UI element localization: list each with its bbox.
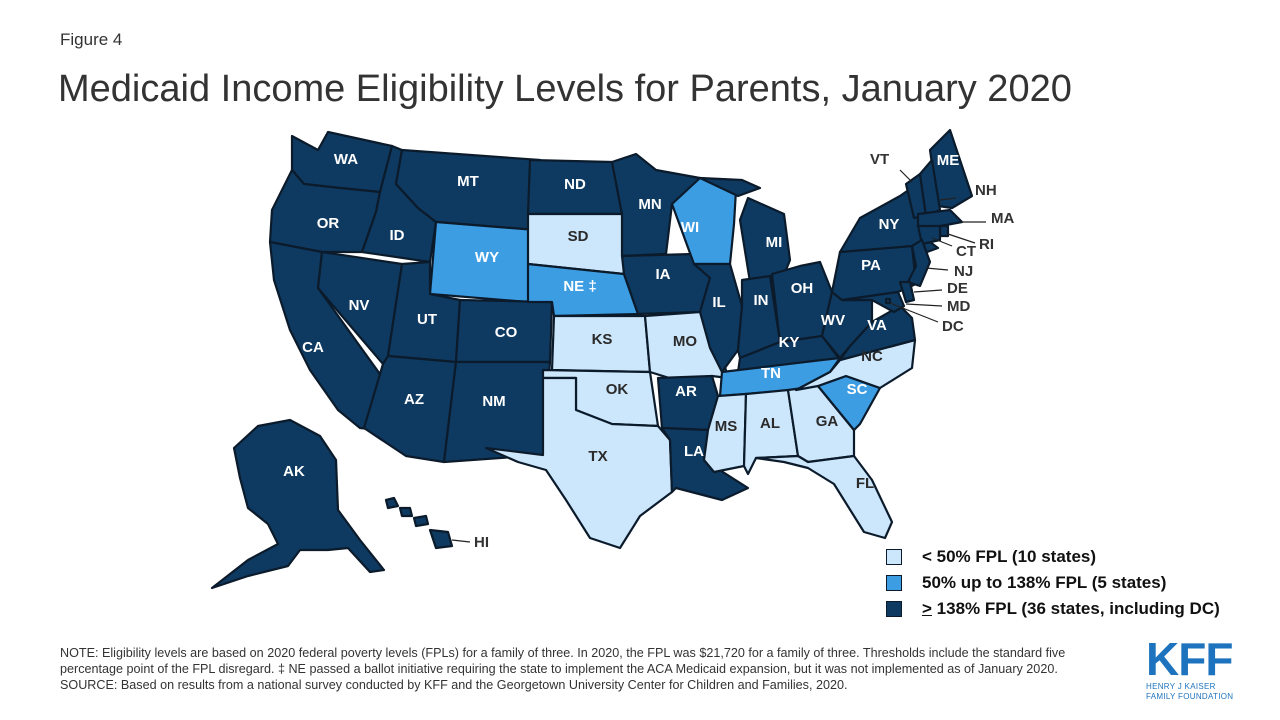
legend-item-mid: 50% up to 138% FPL (5 states) (886, 570, 1220, 596)
state-label-ok: OK (606, 381, 629, 398)
logo-line-2: FAMILY FOUNDATION (1146, 692, 1234, 701)
state-label-ne: NE ‡ (563, 278, 596, 295)
state-label-in: IN (754, 292, 769, 309)
state-label-ca: CA (302, 339, 324, 356)
legend-gte-symbol: > (922, 599, 932, 618)
legend-swatch-high (886, 601, 902, 617)
legend-label-low: < 50% FPL (10 states) (922, 547, 1097, 566)
state-label-sd: SD (568, 228, 589, 245)
state-label-mo: MO (673, 333, 697, 350)
state-label-nm: NM (482, 393, 505, 410)
state-label-nv: NV (349, 297, 370, 314)
state-nj (906, 238, 932, 288)
state-label-id: ID (390, 227, 405, 244)
leader-line-nj (925, 267, 949, 271)
state-label-ma: MA (991, 210, 1014, 227)
leader-line-ri (947, 233, 976, 244)
state-label-hi: HI (474, 534, 489, 551)
figure-label: Figure 4 (60, 30, 123, 49)
state-label-nd: ND (564, 176, 586, 193)
state-label-ny: NY (879, 216, 900, 233)
state-label-az: AZ (404, 391, 424, 408)
state-label-nj: NJ (954, 263, 973, 280)
source-text: SOURCE: Based on results from a national… (60, 678, 848, 692)
state-ak (210, 418, 386, 590)
logo-line-1: HENRY J KAISER (1146, 682, 1216, 691)
state-label-co: CO (495, 324, 518, 341)
state-label-ar: AR (675, 383, 697, 400)
state-label-wa: WA (334, 151, 358, 168)
legend-label-high: > 138% FPL (36 states, including DC) (922, 599, 1220, 619)
legend-label-mid: 50% up to 138% FPL (5 states) (922, 573, 1167, 592)
legend-item-high: > 138% FPL (36 states, including DC) (886, 596, 1220, 622)
state-nh (918, 158, 942, 218)
legend: < 50% FPL (10 states) 50% up to 138% FPL… (886, 544, 1220, 622)
footnotes: NOTE: Eligibility levels are based on 20… (60, 645, 1120, 693)
state-label-il: IL (712, 294, 725, 311)
state-label-or: OR (317, 215, 340, 232)
state-label-md: MD (947, 298, 970, 315)
state-label-dc: DC (942, 318, 964, 335)
state-label-mi: MI (766, 234, 783, 251)
state-label-sc: SC (847, 381, 868, 398)
state-label-de: DE (947, 280, 968, 297)
state-label-al: AL (760, 415, 780, 432)
state-label-pa: PA (861, 257, 881, 274)
legend-swatch-low (886, 549, 902, 565)
leader-line-de (913, 289, 943, 293)
state-tx (484, 376, 674, 550)
state-md (840, 290, 906, 314)
state-label-ri: RI (979, 236, 994, 253)
state-label-vt: VT (870, 151, 889, 168)
legend-item-low: < 50% FPL (10 states) (886, 544, 1220, 570)
state-label-tn: TN (761, 365, 781, 382)
state-label-mn: MN (638, 196, 661, 213)
state-nm (442, 360, 552, 464)
state-label-ut: UT (417, 311, 437, 328)
leader-line-dc (889, 302, 939, 323)
state-label-ms: MS (715, 418, 738, 435)
note-text: NOTE: Eligibility levels are based on 20… (60, 646, 1066, 676)
state-fl (754, 454, 894, 540)
chart-title: Medicaid Income Eligibility Levels for P… (58, 68, 1072, 110)
state-label-nh: NH (975, 182, 997, 199)
leader-line-hi (451, 539, 471, 543)
leader-line-nh (939, 197, 957, 201)
legend-label-high-text: 138% FPL (36 states, including DC) (931, 599, 1220, 618)
state-label-me: ME (937, 152, 960, 169)
state-label-ky: KY (779, 334, 800, 351)
leader-line-md (905, 303, 943, 307)
state-label-wi: WI (681, 219, 699, 236)
legend-swatch-mid (886, 575, 902, 591)
state-ri (938, 224, 950, 238)
state-label-mt: MT (457, 173, 479, 190)
state-label-ga: GA (816, 413, 839, 430)
state-label-ak: AK (283, 463, 305, 480)
state-label-wv: WV (821, 312, 845, 329)
state-label-ia: IA (656, 266, 671, 283)
state-label-nc: NC (861, 348, 883, 365)
kff-logo: KFF HENRY J KAISER FAMILY FOUNDATION (1146, 636, 1238, 702)
logo-mark: KFF (1146, 633, 1233, 685)
state-label-oh: OH (791, 280, 814, 297)
state-label-fl: FL (856, 475, 874, 492)
state-de (898, 280, 916, 304)
leader-line-vt (899, 169, 913, 183)
state-label-wy: WY (475, 249, 499, 266)
state-label-ks: KS (592, 331, 613, 348)
state-label-va: VA (867, 317, 887, 334)
state-dc (884, 297, 892, 305)
state-label-tx: TX (588, 448, 607, 465)
leader-line-ct (931, 237, 953, 247)
state-hi (384, 496, 454, 550)
state-label-la: LA (684, 443, 704, 460)
state-label-ct: CT (956, 243, 976, 260)
